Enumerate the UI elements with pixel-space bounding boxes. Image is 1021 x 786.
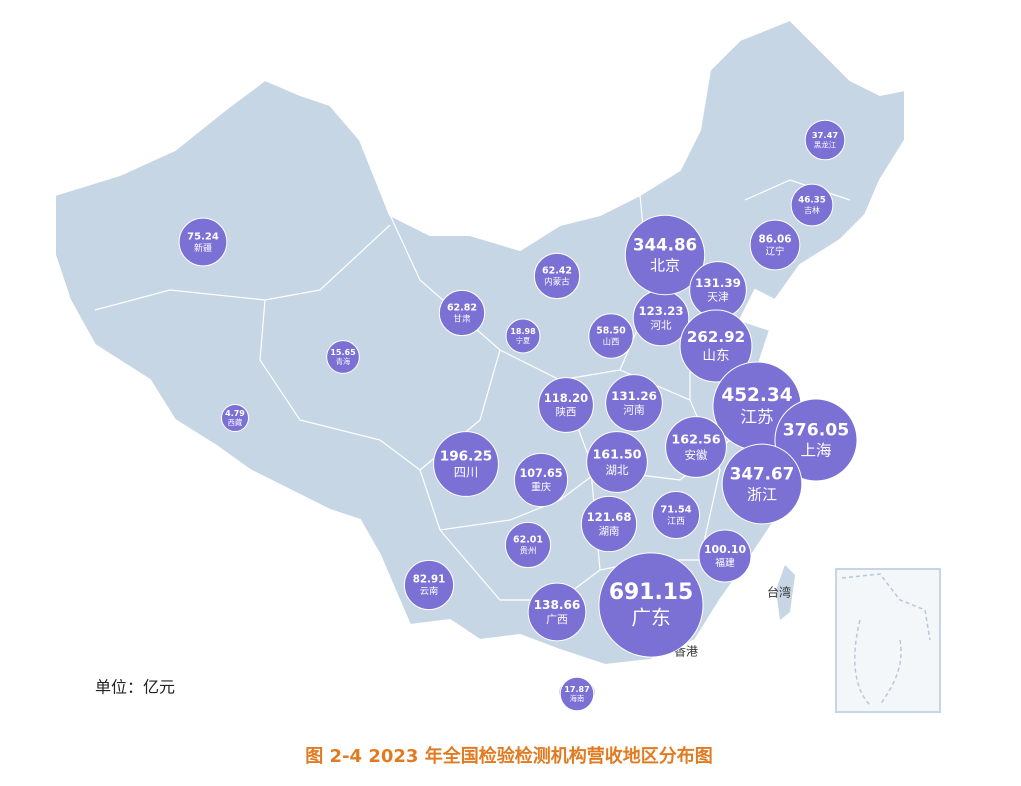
bubble xyxy=(326,340,360,374)
taiwan-island xyxy=(776,565,795,620)
bubble-value: 15.65 xyxy=(330,348,356,357)
bubble xyxy=(220,403,250,433)
bubble-region: 上海 xyxy=(800,442,831,460)
bubble xyxy=(538,377,594,433)
bubble-region: 四川 xyxy=(454,465,479,479)
bubble-value: 344.86 xyxy=(633,235,697,254)
bubble-value: 82.91 xyxy=(413,573,446,585)
bubble xyxy=(433,431,499,497)
bubble-value: 376.05 xyxy=(783,421,849,441)
bubble-region: 贵州 xyxy=(519,545,536,557)
bubble-value: 58.50 xyxy=(596,325,626,336)
bubble-region: 吉林 xyxy=(804,205,820,215)
bubble-value: 691.15 xyxy=(609,580,693,605)
bubble-value: 131.26 xyxy=(611,389,657,403)
bubble-value: 46.35 xyxy=(798,196,826,206)
bubble xyxy=(505,318,541,354)
bubble-value: 162.56 xyxy=(671,432,720,447)
bubble-region: 甘肃 xyxy=(453,313,471,325)
bubble xyxy=(698,529,752,583)
place-label: 台湾 xyxy=(767,585,791,600)
bubble xyxy=(679,309,753,383)
bubble xyxy=(605,374,663,432)
bubble-value: 4.79 xyxy=(225,409,245,418)
bubble-region: 黑龙江 xyxy=(814,139,837,149)
bubble-value: 71.54 xyxy=(660,505,691,516)
bubble-region: 山西 xyxy=(603,337,620,347)
bubble xyxy=(438,289,486,337)
bubble xyxy=(580,495,638,553)
bubble-value: 347.67 xyxy=(730,463,795,483)
bubble xyxy=(178,217,228,267)
bubble xyxy=(804,119,846,161)
bubble-value: 138.66 xyxy=(534,598,581,612)
bubble-value: 100.10 xyxy=(704,543,746,556)
bubble-region: 广东 xyxy=(631,607,670,630)
bubble-region: 北京 xyxy=(650,256,680,274)
bubble xyxy=(504,521,552,569)
bubble-region: 内蒙古 xyxy=(544,276,570,288)
bubble xyxy=(624,214,706,296)
bubble-region: 福建 xyxy=(715,556,735,569)
bubble-value: 262.92 xyxy=(687,328,745,346)
bubble-value: 131.39 xyxy=(695,276,741,290)
bubble-value: 75.24 xyxy=(187,231,219,242)
bubble-region: 重庆 xyxy=(531,480,551,493)
bubble-value: 62.82 xyxy=(447,302,477,313)
bubble-region: 河南 xyxy=(623,404,645,417)
bubble-value: 452.34 xyxy=(721,385,792,406)
bubble xyxy=(588,313,634,359)
bubble-value: 18.98 xyxy=(510,327,536,336)
bubble-value: 123.23 xyxy=(639,304,684,318)
bubble-region: 新疆 xyxy=(194,242,212,254)
bubble-value: 161.50 xyxy=(592,447,641,462)
bubble-value: 118.20 xyxy=(544,391,588,405)
bubble xyxy=(790,183,834,227)
bubble-region: 青海 xyxy=(336,357,350,366)
bubble-region: 西藏 xyxy=(228,418,242,427)
bubble-value: 196.25 xyxy=(440,449,493,465)
bubble-value: 62.42 xyxy=(542,265,572,276)
bubble-region: 江西 xyxy=(667,516,685,527)
bubble xyxy=(651,490,701,540)
bubble-region: 天津 xyxy=(707,291,729,304)
bubble-region: 河北 xyxy=(651,320,672,332)
south-sea-inset xyxy=(835,568,941,713)
bubble-region: 湖北 xyxy=(606,463,629,477)
unit-note: 单位：亿元 xyxy=(95,678,175,697)
bubble-region: 湖南 xyxy=(599,525,620,538)
bubble-region: 陕西 xyxy=(556,405,577,418)
china-outline xyxy=(54,18,906,667)
bubble-value: 37.47 xyxy=(812,130,838,140)
bubble xyxy=(749,219,801,271)
bubble-region: 辽宁 xyxy=(766,245,785,257)
bubble xyxy=(513,452,569,508)
bubble xyxy=(559,676,595,712)
bubble xyxy=(533,252,581,300)
bubble-value: 17.87 xyxy=(564,685,589,694)
bubble-region: 宁夏 xyxy=(516,336,530,345)
bubble xyxy=(721,443,803,525)
bubble xyxy=(527,582,587,642)
inset-coast xyxy=(841,573,931,706)
bubble-value: 86.06 xyxy=(759,233,792,245)
bubble xyxy=(586,431,648,493)
bubble-region: 安徽 xyxy=(685,448,708,462)
bubble-region: 山东 xyxy=(702,348,729,364)
bubble-region: 云南 xyxy=(420,585,439,597)
bubble xyxy=(598,552,704,658)
figure-caption: 图 2-4 2023 年全国检验检测机构营收地区分布图 xyxy=(305,745,712,767)
bubble xyxy=(403,559,455,611)
bubble-value: 62.01 xyxy=(513,534,543,545)
bubble-region: 浙江 xyxy=(747,485,777,503)
bubble-region: 广西 xyxy=(546,613,568,626)
bubble xyxy=(665,416,727,478)
bubble xyxy=(774,398,858,482)
bubble-value: 121.68 xyxy=(587,510,632,524)
bubble-region: 江苏 xyxy=(740,408,773,427)
bubble-region: 海南 xyxy=(570,694,584,703)
bubble-value: 107.65 xyxy=(519,467,562,480)
